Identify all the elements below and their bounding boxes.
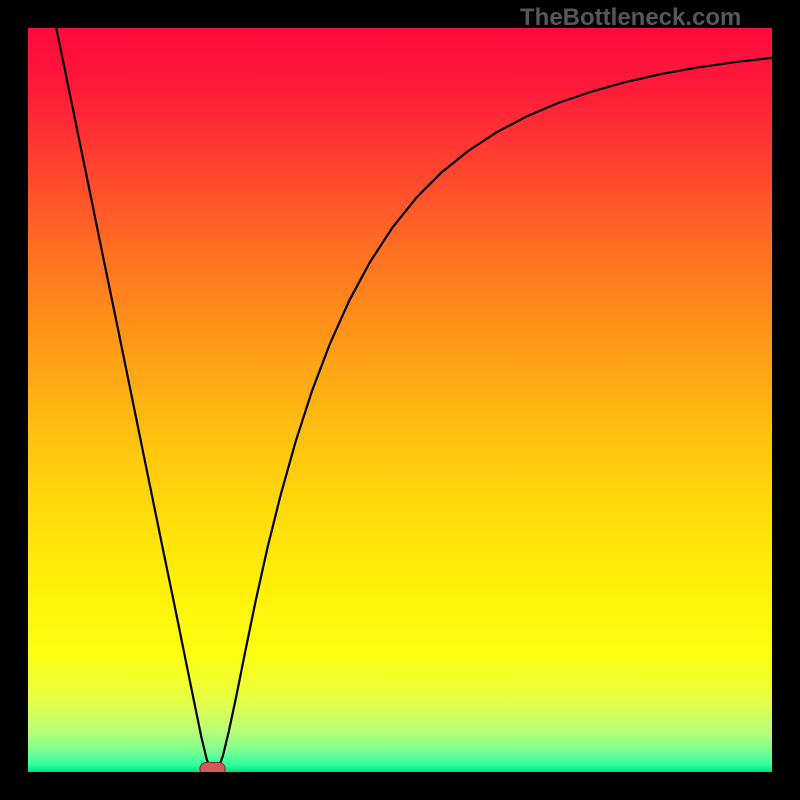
- plot-background: [28, 28, 772, 772]
- plot-area: [28, 28, 772, 772]
- optimal-marker: [200, 762, 225, 772]
- chart-container: TheBottleneck.com: [0, 0, 800, 800]
